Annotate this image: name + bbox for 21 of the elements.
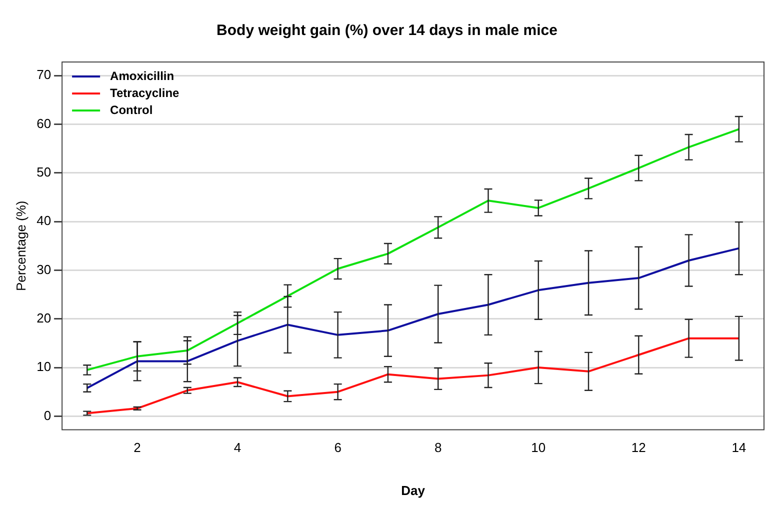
x-tick-label: 8 <box>434 440 442 456</box>
y-tick-label: 40 <box>36 213 52 228</box>
y-tick-label: 30 <box>36 262 52 277</box>
chart-title: Body weight gain (%) over 14 days in male mice <box>216 22 558 40</box>
legend-label: Control <box>110 102 153 117</box>
y-tick-label: 0 <box>44 408 52 423</box>
y-tick-label: 60 <box>36 116 52 131</box>
y-tick-label: 10 <box>36 359 52 374</box>
x-tick-label: 10 <box>531 440 546 456</box>
legend-label: Amoxicillin <box>110 68 174 83</box>
x-tick-label: 4 <box>234 440 242 456</box>
x-tick-label: 14 <box>732 440 746 456</box>
y-tick-label: 50 <box>36 164 52 180</box>
y-tick-label: 70 <box>36 67 52 82</box>
x-tick-label: 12 <box>631 440 646 456</box>
legend-label: Tetracycline <box>110 86 180 100</box>
y-axis-title: Percentage (%) <box>13 200 28 292</box>
y-tick-label: 20 <box>36 310 52 326</box>
x-tick-label: 2 <box>134 440 141 456</box>
x-tick-label: 6 <box>334 440 342 456</box>
x-axis-title: Day <box>401 482 426 498</box>
